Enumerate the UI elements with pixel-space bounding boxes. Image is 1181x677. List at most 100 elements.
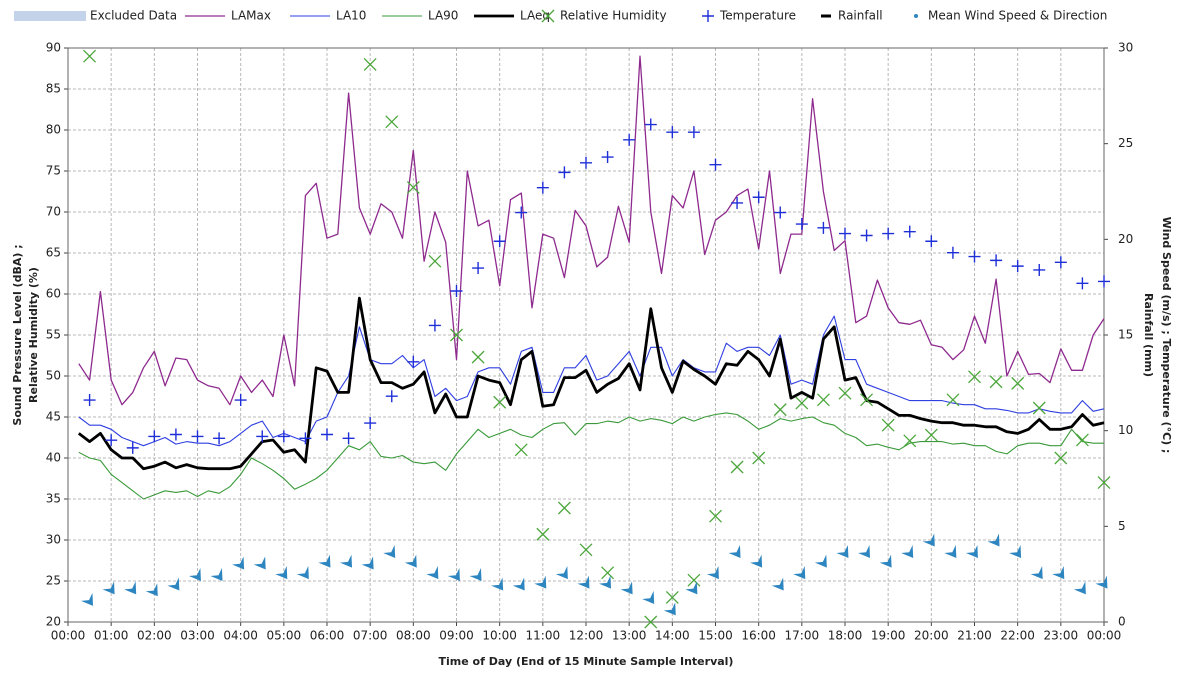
wind-marker bbox=[383, 545, 396, 559]
wind-marker bbox=[793, 566, 806, 580]
temperature-marker bbox=[472, 262, 485, 275]
wind-marker bbox=[901, 545, 914, 559]
series-line bbox=[78, 412, 1104, 500]
humidity-marker bbox=[709, 509, 722, 523]
x-tick-label: 14:00 bbox=[655, 629, 690, 643]
temperature-marker bbox=[558, 166, 571, 179]
wind-marker bbox=[555, 566, 568, 580]
wind-marker bbox=[620, 581, 633, 595]
wind-marker bbox=[80, 592, 94, 606]
wind-marker bbox=[102, 581, 115, 595]
temperature-marker bbox=[277, 430, 290, 443]
wind-marker bbox=[318, 554, 331, 568]
temperature-marker bbox=[968, 250, 981, 263]
wind-marker bbox=[469, 567, 482, 581]
x-tick-label: 10:00 bbox=[482, 629, 517, 643]
x-tick-label: 21:00 bbox=[957, 629, 992, 643]
wind-marker bbox=[447, 567, 460, 581]
series-line bbox=[77, 296, 1105, 471]
temperature-marker bbox=[946, 246, 959, 259]
humidity-marker bbox=[989, 375, 1003, 389]
wind-marker bbox=[339, 554, 353, 568]
humidity-marker bbox=[601, 566, 615, 580]
humidity-marker bbox=[579, 543, 593, 557]
wind-marker bbox=[253, 556, 266, 570]
wind-marker bbox=[771, 577, 784, 591]
temperature-marker bbox=[407, 355, 420, 368]
wind-marker bbox=[577, 575, 590, 589]
wind-marker bbox=[275, 566, 288, 580]
temperature-marker bbox=[234, 394, 247, 407]
temperature-marker bbox=[644, 118, 657, 131]
temperature-marker bbox=[450, 284, 463, 297]
temperature-marker bbox=[256, 430, 269, 443]
legend-label: Excluded Data bbox=[90, 9, 177, 23]
wind-marker bbox=[210, 567, 223, 581]
y2-tick-label: 10 bbox=[1118, 423, 1133, 437]
temperature-marker bbox=[515, 206, 528, 219]
temperature-marker bbox=[83, 394, 96, 407]
wind-marker bbox=[534, 575, 547, 589]
temperature-marker bbox=[191, 430, 204, 443]
humidity-marker bbox=[838, 386, 852, 400]
wind-marker bbox=[663, 602, 676, 616]
x-tick-label: 12:00 bbox=[569, 629, 604, 643]
humidity-marker bbox=[903, 434, 917, 448]
x-tick-label: 01:00 bbox=[94, 629, 129, 643]
humidity-marker bbox=[514, 443, 528, 457]
x-tick-label: 02:00 bbox=[137, 629, 172, 643]
legend-marker bbox=[821, 14, 831, 18]
humidity-marker bbox=[1054, 451, 1068, 465]
humidity-marker bbox=[644, 615, 658, 629]
temperature-marker bbox=[1033, 263, 1046, 276]
temperature-marker bbox=[687, 126, 700, 139]
y-tick-label: 30 bbox=[46, 533, 61, 547]
temperature-marker bbox=[752, 191, 765, 204]
wind-marker bbox=[232, 556, 245, 570]
temperature-marker bbox=[666, 126, 679, 139]
temperature-marker bbox=[1054, 256, 1067, 269]
y-tick-label: 65 bbox=[46, 246, 61, 260]
wind-marker bbox=[728, 545, 741, 559]
temperature-marker bbox=[299, 432, 312, 445]
x-tick-label: 13:00 bbox=[612, 629, 647, 643]
humidity-marker bbox=[493, 395, 507, 409]
temperature-marker bbox=[105, 434, 118, 447]
temperature-marker bbox=[1098, 275, 1110, 288]
y-axis-title: Relative Humidity (%) bbox=[27, 267, 40, 403]
y-tick-label: 20 bbox=[46, 615, 61, 629]
humidity-marker bbox=[968, 370, 981, 384]
y-tick-label: 25 bbox=[46, 574, 61, 588]
temperature-marker bbox=[1076, 277, 1089, 290]
temperature-marker bbox=[536, 181, 549, 194]
temperature-marker bbox=[148, 430, 161, 443]
y2-axis-title: Rainfall (mm) bbox=[1142, 293, 1155, 377]
wind-marker bbox=[167, 577, 180, 591]
humidity-marker bbox=[924, 428, 938, 442]
wind-marker bbox=[188, 567, 201, 581]
y-tick-label: 35 bbox=[46, 492, 61, 506]
y-tick-label: 70 bbox=[46, 205, 61, 219]
temperature-marker bbox=[126, 441, 139, 454]
y2-axis-title: Wind Speed (m/s) ; Temperature (°C) ; bbox=[1160, 217, 1173, 454]
x-tick-label: 18:00 bbox=[828, 629, 863, 643]
y2-tick-label: 30 bbox=[1118, 41, 1133, 55]
wind-marker bbox=[404, 554, 417, 568]
humidity-marker bbox=[471, 350, 485, 364]
grid bbox=[67, 47, 1105, 623]
y-tick-label: 45 bbox=[46, 410, 61, 424]
wind-marker bbox=[491, 577, 504, 591]
x-tick-label: 16:00 bbox=[741, 629, 776, 643]
x-axis-title: Time of Day (End of 15 Minute Sample Int… bbox=[439, 655, 734, 668]
humidity-marker bbox=[406, 180, 420, 194]
x-tick-label: 11:00 bbox=[526, 629, 561, 643]
y2-tick-label: 20 bbox=[1118, 232, 1133, 246]
wind-marker bbox=[879, 554, 892, 568]
humidity-marker bbox=[83, 49, 97, 63]
wind-marker bbox=[1095, 575, 1108, 589]
x-tick-label: 22:00 bbox=[1000, 629, 1035, 643]
temperature-marker bbox=[169, 428, 182, 441]
humidity-marker bbox=[1097, 476, 1111, 490]
legend-label: Relative Humidity bbox=[560, 9, 667, 23]
